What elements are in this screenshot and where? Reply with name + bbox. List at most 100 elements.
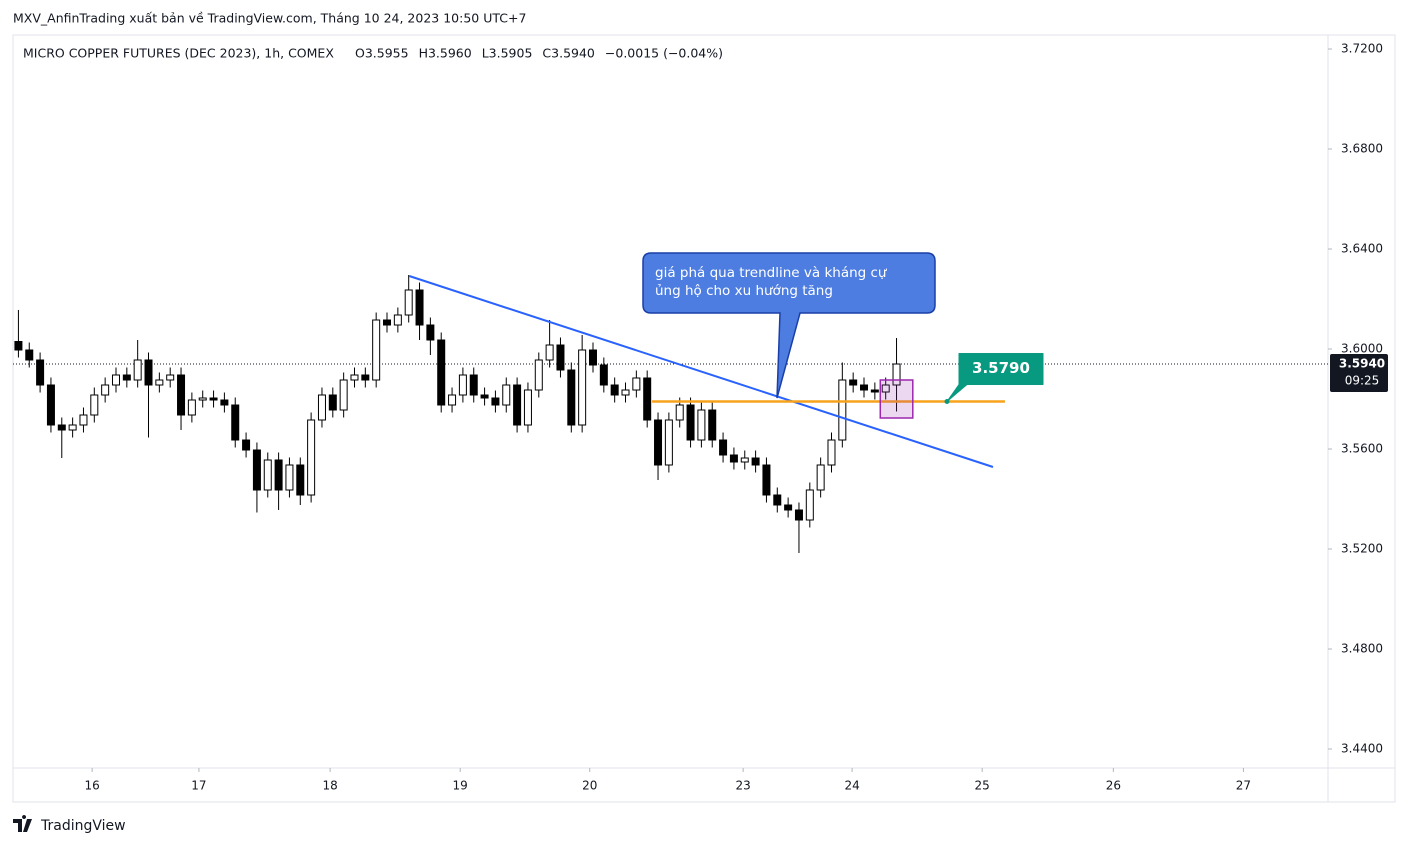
callout: giá phá qua trendline và kháng cự ủng hộ… — [642, 252, 936, 399]
candle-body — [328, 394, 337, 411]
candle-body — [556, 344, 565, 371]
candle-body — [729, 454, 738, 463]
last-price-label: 3.5940 — [1339, 357, 1385, 371]
candle-body — [567, 369, 576, 426]
ohlc-value: C3.5940 — [542, 46, 595, 61]
candle-body — [198, 397, 207, 401]
candle-body — [155, 379, 164, 386]
callout-text: ủng hộ cho xu hướng tăng — [655, 283, 833, 299]
x-tick-label: 26 — [1106, 779, 1121, 793]
candle-body — [708, 409, 717, 441]
candle-body — [502, 384, 511, 406]
candle-body — [719, 439, 728, 456]
candle-body — [296, 464, 305, 496]
y-tick-label: 3.6000 — [1341, 342, 1383, 356]
ohlc-value: −0.0015 (−0.04%) — [605, 46, 723, 61]
y-tick-label: 3.6400 — [1341, 242, 1383, 256]
candle-body — [220, 399, 229, 406]
logo-mark — [13, 815, 32, 832]
candle-body — [285, 464, 294, 491]
candle-body — [307, 419, 316, 496]
x-tick-label: 20 — [582, 779, 597, 793]
candle-body — [252, 449, 261, 491]
candle-body — [849, 379, 858, 386]
ohlc-value: O3.5955 — [355, 46, 409, 61]
candle-body — [773, 494, 782, 506]
candle-body — [513, 384, 522, 426]
x-tick-label: 23 — [735, 779, 750, 793]
candle-body — [14, 341, 23, 351]
candle-body — [25, 349, 34, 361]
candle-body — [480, 394, 489, 399]
candle-body — [372, 319, 381, 381]
candle-body — [469, 374, 478, 396]
candle-body — [274, 459, 283, 491]
x-tick-label: 27 — [1236, 779, 1251, 793]
candle-body — [664, 419, 673, 466]
candle-body — [827, 439, 836, 466]
candle-body — [242, 439, 251, 451]
candle-body — [686, 404, 695, 441]
candle-body — [578, 349, 587, 426]
candle-body — [415, 289, 424, 326]
candle-body — [675, 404, 684, 421]
candle-body — [133, 359, 142, 381]
candle-body — [654, 419, 663, 466]
last-price-tag — [1330, 354, 1388, 392]
x-tick-label: 25 — [975, 779, 990, 793]
candle-body — [46, 384, 55, 426]
candle-body — [111, 374, 120, 386]
candle-body — [57, 424, 66, 431]
candle-body — [404, 289, 413, 316]
y-tick-label: 3.4400 — [1341, 742, 1383, 756]
candle-body — [740, 457, 749, 463]
x-tick-label: 18 — [322, 779, 337, 793]
y-tick-label: 3.6800 — [1341, 142, 1383, 156]
candle-body — [187, 399, 196, 416]
candle-body — [79, 414, 88, 426]
candle-body — [784, 504, 793, 511]
candle-body — [751, 457, 760, 466]
ohlc-value: H3.5960 — [419, 46, 472, 61]
candle-body — [870, 389, 879, 393]
countdown: 09:25 — [1345, 374, 1380, 388]
candle-body — [697, 409, 706, 441]
candle-body — [122, 374, 131, 381]
candle-body — [881, 384, 890, 393]
candle-body — [393, 314, 402, 326]
candle-body — [816, 464, 825, 491]
candle-body — [36, 359, 45, 386]
y-tick-label: 3.5600 — [1341, 442, 1383, 456]
candle-body — [177, 374, 186, 416]
candle-body — [426, 324, 435, 341]
logo: TradingView — [13, 815, 126, 834]
candle-body — [231, 404, 240, 441]
candle-body — [144, 359, 153, 386]
plot — [13, 275, 1328, 553]
candle-body — [643, 377, 652, 421]
x-tick-label: 17 — [191, 779, 206, 793]
candle-body — [892, 363, 901, 386]
candle-body — [101, 384, 110, 396]
candle-body — [632, 377, 641, 391]
candle-body — [523, 389, 532, 426]
candle-body — [166, 374, 175, 381]
y-tick-label: 3.4800 — [1341, 642, 1383, 656]
trendline — [408, 275, 994, 468]
candle-body — [448, 394, 457, 406]
candle-body — [437, 339, 446, 406]
candle-body — [209, 397, 218, 401]
ohlc-value: L3.5905 — [482, 46, 533, 61]
candle-body — [588, 349, 597, 366]
candle-body — [361, 374, 370, 381]
candle-body — [491, 397, 500, 406]
candle-body — [534, 359, 543, 391]
candle-body — [383, 319, 392, 326]
y-tick-label: 3.5200 — [1341, 542, 1383, 556]
candle-body — [599, 364, 608, 386]
x-tick-label: 24 — [844, 779, 859, 793]
candle-body — [805, 489, 814, 521]
candle-body — [545, 344, 554, 361]
candle-body — [90, 394, 99, 416]
